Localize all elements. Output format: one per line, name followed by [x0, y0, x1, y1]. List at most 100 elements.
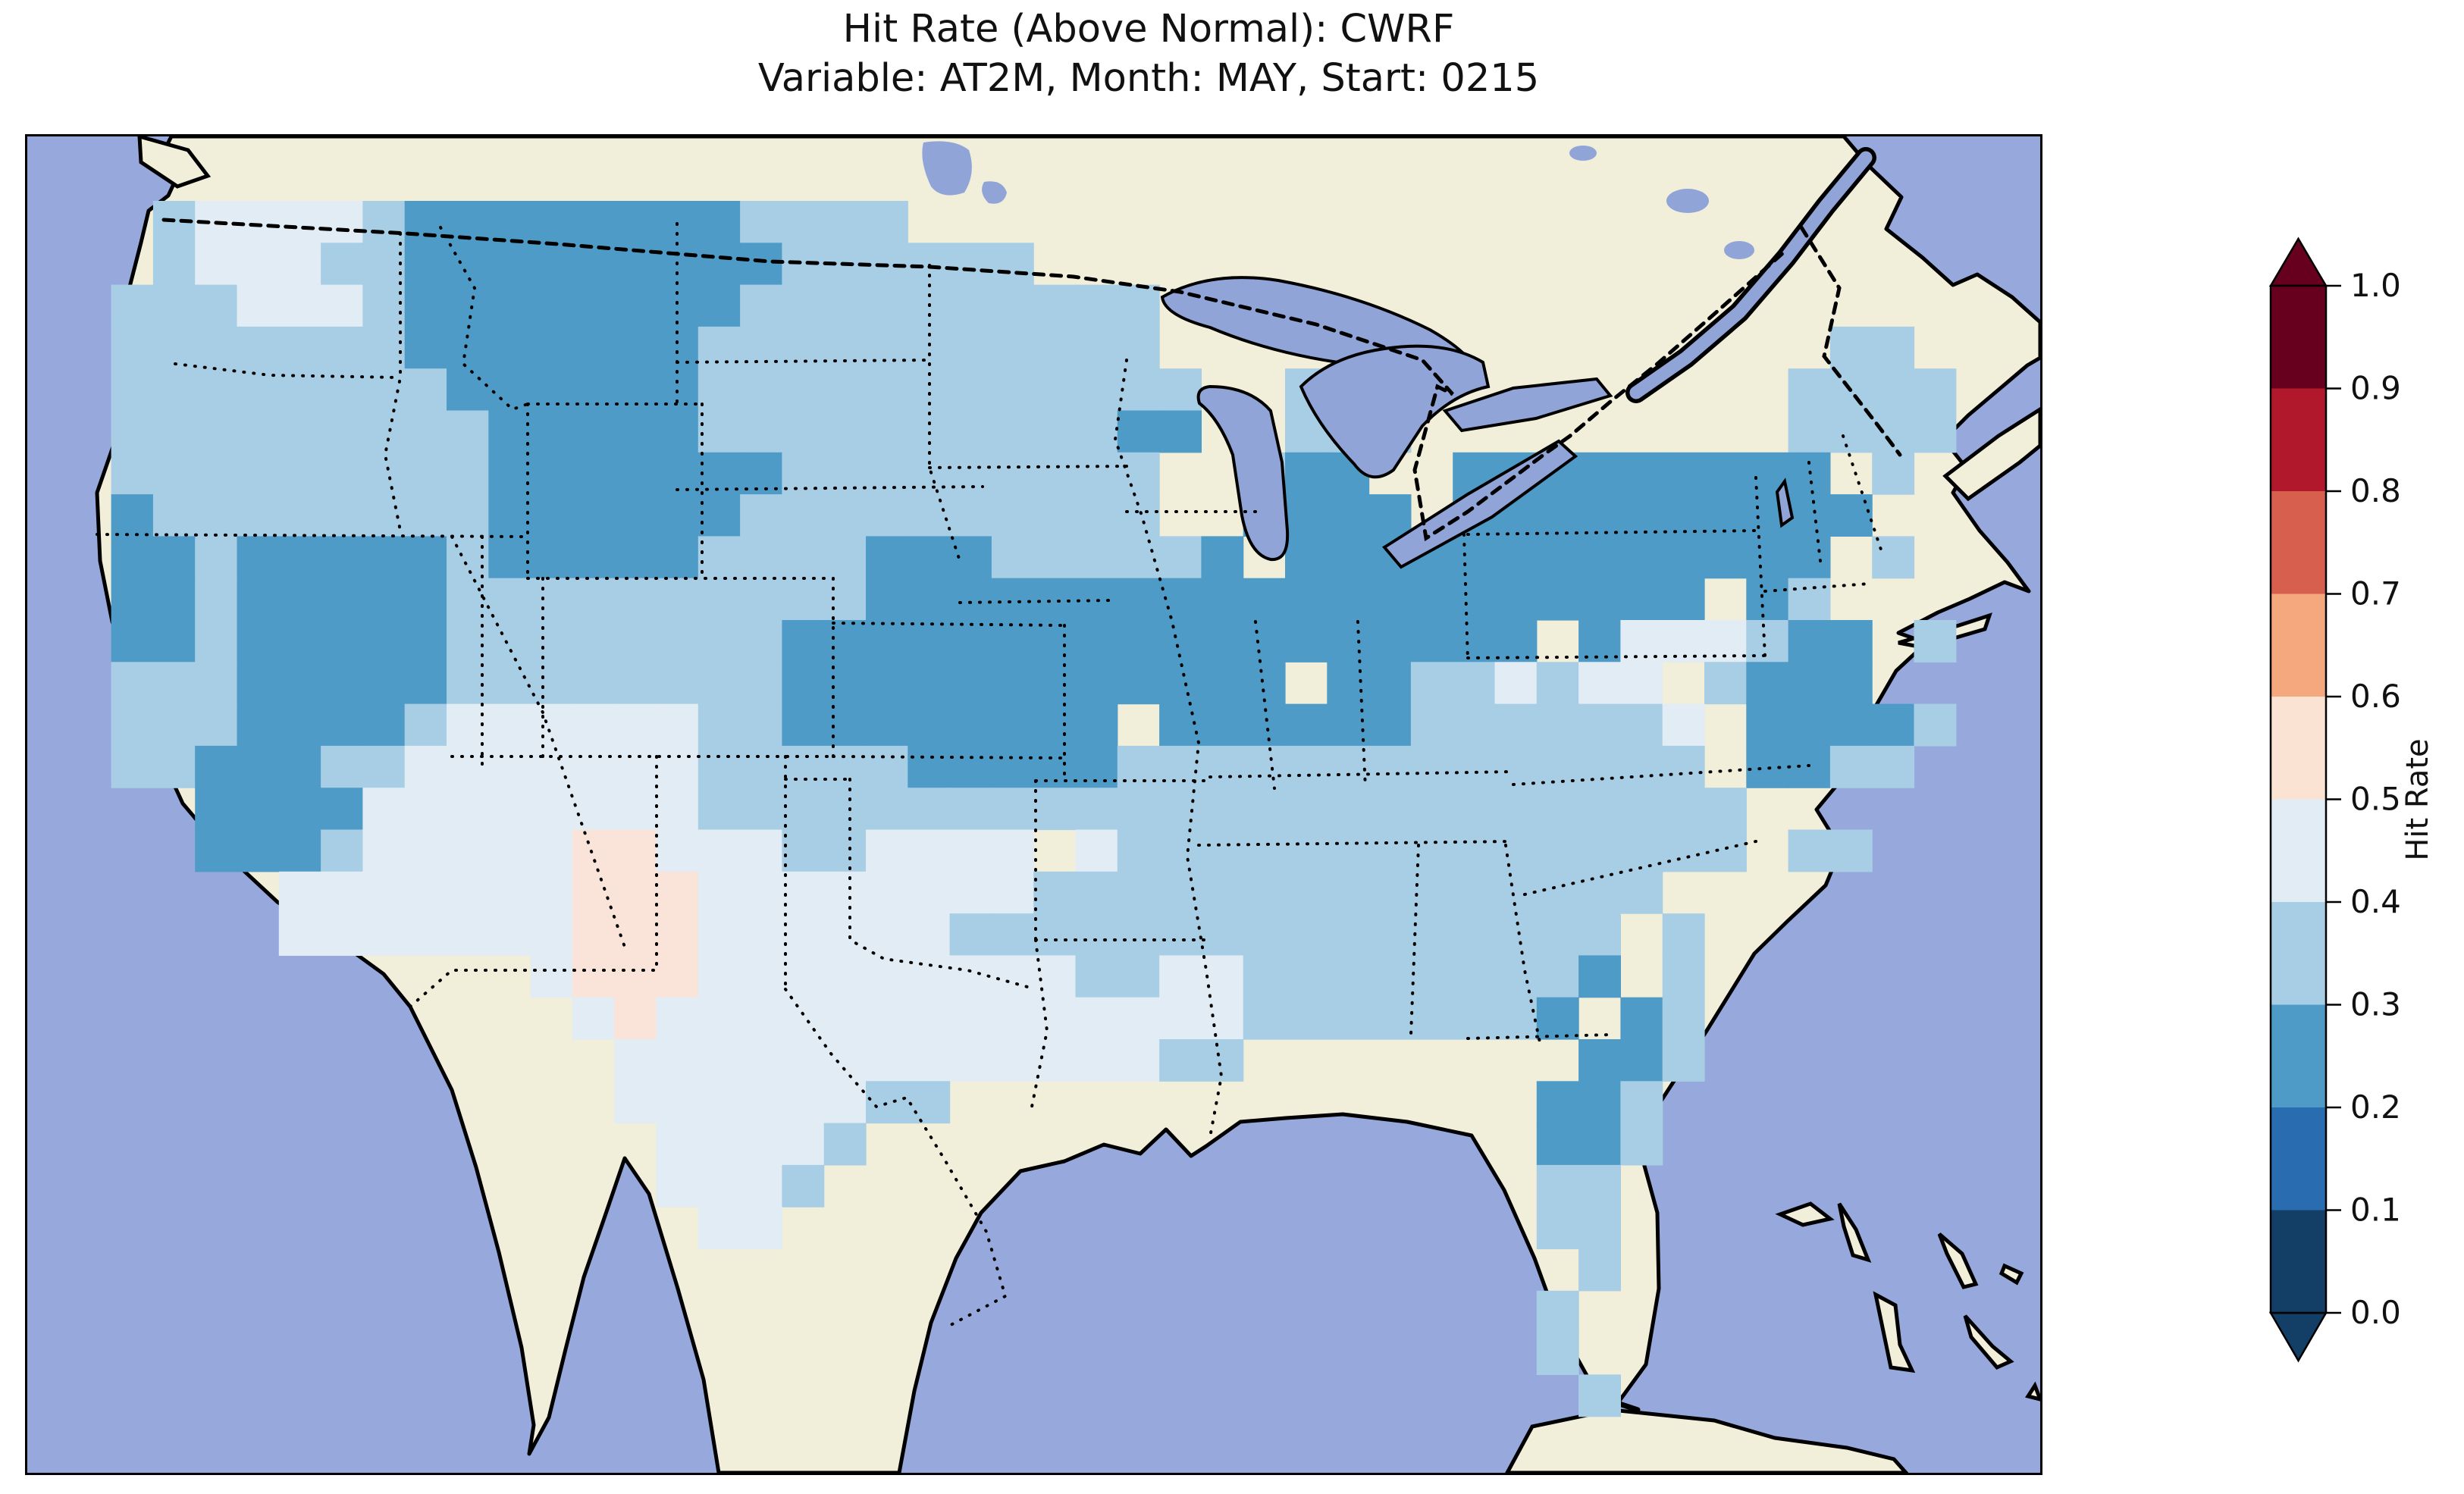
hit-rate-cell: [866, 536, 908, 578]
hit-rate-cell: [1118, 411, 1160, 453]
hit-rate-cell: [1076, 704, 1118, 747]
hit-rate-cell: [1453, 746, 1495, 788]
hit-rate-cell: [1495, 746, 1538, 788]
hit-rate-cell: [447, 368, 489, 411]
hit-rate-cell: [824, 285, 867, 327]
hit-rate-cell: [321, 746, 363, 788]
hit-rate-cell: [237, 662, 280, 704]
hit-rate-cell: [1285, 788, 1328, 830]
hit-rate-cell: [1285, 872, 1328, 914]
hit-rate-cell: [908, 704, 950, 747]
hit-rate-cell: [1033, 536, 1076, 578]
hit-rate-cell: [950, 704, 992, 747]
hit-rate-cell: [1746, 662, 1788, 704]
hit-rate-cell: [1578, 1123, 1621, 1166]
hit-rate-cell: [1704, 536, 1747, 578]
hit-rate-cell: [1243, 620, 1286, 662]
hit-rate-cell: [1578, 662, 1621, 704]
hit-rate-cell: [1537, 536, 1579, 578]
hit-rate-cell: [1495, 913, 1538, 956]
hit-rate-cell: [614, 1039, 657, 1082]
hit-rate-cell: [1327, 620, 1369, 662]
hit-rate-cell: [1788, 662, 1831, 704]
hit-rate-cell: [698, 536, 741, 578]
hit-rate-cell: [362, 788, 405, 830]
hit-rate-cell: [531, 536, 573, 578]
hit-rate-cell: [824, 327, 867, 369]
hit-rate-cell: [1663, 536, 1705, 578]
hit-rate-cell: [488, 243, 531, 285]
hit-rate-cell: [1830, 620, 1873, 662]
hit-rate-cell: [153, 411, 196, 453]
hit-rate-cell: [572, 411, 615, 453]
hit-rate-cell: [1663, 913, 1705, 956]
hit-rate-cell: [572, 201, 615, 243]
hit-rate-cell: [321, 285, 363, 327]
hit-rate-cell: [531, 788, 573, 830]
hit-rate-cell: [1201, 1039, 1243, 1082]
hit-rate-cell: [405, 285, 447, 327]
hit-rate-cell: [1369, 704, 1412, 747]
hit-rate-cell: [531, 955, 573, 998]
hit-rate-cell: [866, 1081, 908, 1123]
hit-rate-cell: [362, 411, 405, 453]
hit-rate-cell: [1663, 1039, 1705, 1082]
hit-rate-cell: [1453, 788, 1495, 830]
hit-rate-cell: [195, 285, 237, 327]
hit-rate-cell: [992, 830, 1034, 872]
hit-rate-cell: [1663, 955, 1705, 998]
hit-rate-cell: [1914, 704, 1957, 747]
hit-rate-cell: [153, 368, 196, 411]
hit-rate-cell: [321, 662, 363, 704]
hit-rate-cell: [698, 1165, 741, 1207]
hit-rate-cell: [447, 494, 489, 537]
hit-rate-cell: [111, 662, 154, 704]
hit-rate-cell: [1495, 662, 1538, 704]
hit-rate-cell: [405, 788, 447, 830]
hit-rate-cell: [321, 830, 363, 872]
hit-rate-cell: [531, 494, 573, 537]
hit-rate-cell: [279, 201, 321, 243]
hit-rate-cell: [1369, 620, 1412, 662]
hit-rate-cell: [740, 620, 782, 662]
hit-rate-cell: [992, 243, 1034, 285]
hit-rate-cell: [1495, 872, 1538, 914]
hit-rate-cell: [1327, 830, 1369, 872]
hit-rate-cell: [1118, 788, 1160, 830]
hit-rate-cell: [1620, 704, 1663, 747]
hit-rate-cell: [740, 201, 782, 243]
hit-rate-cell: [1076, 830, 1118, 872]
hit-rate-cell: [1830, 830, 1873, 872]
hit-rate-cell: [1663, 788, 1705, 830]
hit-rate-cell: [782, 494, 824, 537]
hit-rate-cell: [321, 620, 363, 662]
hit-rate-cell: [698, 285, 741, 327]
hit-rate-cell: [405, 704, 447, 747]
hit-rate-cell: [1033, 453, 1076, 495]
hit-rate-cell: [866, 830, 908, 872]
hit-rate-cell: [531, 411, 573, 453]
hit-rate-cell: [1453, 913, 1495, 956]
hit-rate-cell: [237, 536, 280, 578]
hit-rate-cell: [237, 243, 280, 285]
hit-rate-cell: [195, 620, 237, 662]
hit-rate-cell: [950, 536, 992, 578]
hit-rate-cell: [1369, 955, 1412, 998]
hit-rate-cell: [447, 788, 489, 830]
hit-rate-cell: [908, 913, 950, 956]
hit-rate-cell: [1285, 578, 1328, 621]
hit-rate-cell: [531, 327, 573, 369]
hit-rate-cell: [405, 243, 447, 285]
hit-rate-cell: [153, 662, 196, 704]
hit-rate-cell: [153, 243, 196, 285]
hit-rate-cell: [614, 327, 657, 369]
hit-rate-cell: [531, 872, 573, 914]
hit-rate-cell: [572, 955, 615, 998]
hit-rate-cell: [362, 201, 405, 243]
hit-rate-cell: [1285, 453, 1328, 495]
hit-rate-cell: [950, 578, 992, 621]
hit-rate-cell: [698, 1123, 741, 1166]
hit-rate-cell: [572, 704, 615, 747]
hit-rate-cell: [782, 578, 824, 621]
hit-rate-cell: [531, 578, 573, 621]
